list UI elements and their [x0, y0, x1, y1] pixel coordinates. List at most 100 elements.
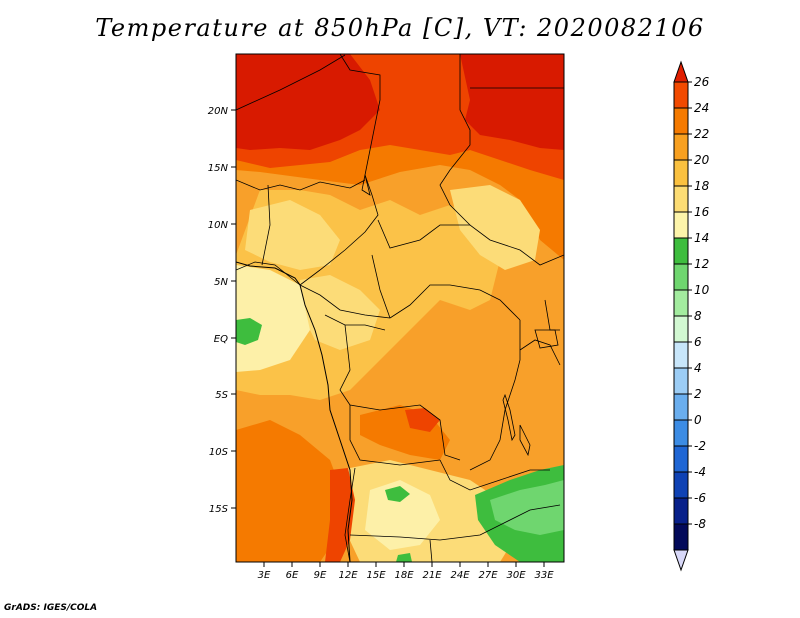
field-zone-16-sahel — [245, 200, 340, 270]
coastline — [236, 261, 353, 562]
border-line — [236, 179, 366, 191]
border-line — [389, 284, 521, 321]
border-line — [236, 54, 346, 111]
border-line — [236, 261, 301, 286]
border-line — [299, 194, 379, 286]
field-zone-24-congo — [405, 408, 440, 432]
colorbar-label: 22 — [694, 127, 709, 141]
colorbar-label: 20 — [694, 153, 710, 167]
lake-outline — [519, 424, 531, 457]
credit-text: GrADS: IGES/COLA — [4, 603, 98, 613]
field-zone-24-angola-coast — [325, 468, 355, 562]
border-line — [349, 405, 441, 466]
field-zone-12-angola — [385, 486, 410, 502]
colorbar-swatch — [673, 185, 689, 213]
field-zone-10-southeast — [490, 480, 564, 535]
colorbar-swatch — [673, 341, 689, 369]
colorbar-swatch — [673, 107, 689, 135]
border-line — [439, 459, 550, 491]
border-line — [519, 339, 561, 366]
border-line — [324, 314, 386, 331]
field-zone-16-cameroon — [300, 275, 380, 350]
border-line — [439, 54, 471, 226]
lon-label: 33E — [534, 570, 554, 581]
border-line — [339, 324, 461, 461]
border-line — [299, 284, 391, 319]
country-borders — [236, 54, 564, 562]
lake-outline — [361, 174, 371, 196]
colorbar-label: 24 — [694, 101, 709, 115]
field-zone-12-gabon — [236, 318, 262, 345]
colorbar-swatch — [673, 523, 689, 551]
colorbar-label: -8 — [694, 517, 706, 531]
colorbar-swatch — [673, 133, 689, 161]
colorbar-swatch — [673, 211, 689, 239]
colorbar-swatch — [673, 497, 689, 525]
map-frame — [235, 53, 565, 563]
lat-label: 20N — [208, 106, 229, 117]
border-line — [371, 254, 391, 319]
colorbar-swatch — [673, 289, 689, 317]
lon-label: 9E — [314, 570, 327, 581]
border-line — [469, 320, 521, 471]
colorbar-swatch — [673, 445, 689, 473]
border-line — [261, 184, 271, 266]
colorbar-swatch — [673, 419, 689, 447]
colorbar-swatch — [673, 263, 689, 291]
lake-outline — [502, 393, 516, 442]
lat-label: 15N — [208, 163, 229, 174]
lon-label: 15E — [366, 570, 386, 581]
lon-axis — [263, 562, 545, 567]
map-title: Temperature at 850hPa [C], VT: 202008210… — [95, 14, 705, 42]
colorbar-label: 6 — [694, 335, 702, 349]
colorbar-label: 14 — [694, 231, 709, 245]
colorbar-swatch — [673, 81, 689, 109]
colorbar-label: -4 — [694, 465, 706, 479]
colorbar-label: 16 — [694, 205, 710, 219]
lat-label: 5N — [214, 277, 228, 288]
lon-label: 18E — [394, 570, 414, 581]
colorbar-label: 12 — [694, 257, 709, 271]
colorbar-under-triangle — [673, 549, 689, 572]
colorbar-swatch — [673, 159, 689, 187]
colorbar-label: 10 — [694, 283, 710, 297]
colorbar-swatch — [673, 315, 689, 343]
lat-label: 15S — [209, 504, 229, 515]
field-zone-14-west — [236, 265, 310, 372]
lon-label: 30E — [506, 570, 526, 581]
field-zone-14-south — [365, 480, 440, 550]
lon-label: 27E — [478, 570, 498, 581]
lat-label: 10S — [209, 447, 229, 458]
colorbar-swatch — [673, 393, 689, 421]
field-core-26-northeast — [460, 54, 564, 150]
border-line — [349, 524, 501, 541]
colorbar-label: -6 — [694, 491, 706, 505]
lake-outline — [534, 329, 559, 349]
field-zone-22-southwest — [236, 420, 345, 562]
lat-label: EQ — [214, 334, 228, 345]
lon-label: 3E — [258, 570, 271, 581]
lon-label: 6E — [286, 570, 299, 581]
colorbar-label: 0 — [694, 413, 702, 427]
colorbar-label: 2 — [694, 387, 702, 401]
colorbar-label: 26 — [694, 75, 710, 89]
lon-label: 12E — [338, 570, 358, 581]
field-zone-12-namibia — [396, 553, 412, 562]
lat-label: 5S — [215, 390, 228, 401]
colorbar-label: 4 — [694, 361, 702, 375]
colorbar-swatch — [673, 471, 689, 499]
lon-label: 24E — [450, 570, 470, 581]
colorbar-label: -2 — [694, 439, 706, 453]
colorbar-swatch — [673, 237, 689, 265]
colorbar-label: 18 — [694, 179, 710, 193]
lat-label: 10N — [208, 220, 229, 231]
temperature-field — [236, 54, 564, 562]
border-line — [499, 504, 561, 526]
lon-label: 21E — [422, 570, 442, 581]
field-core-26-north — [236, 54, 380, 150]
border-line — [429, 539, 433, 562]
border-line — [377, 219, 564, 266]
colorbar-label: 8 — [694, 309, 702, 323]
